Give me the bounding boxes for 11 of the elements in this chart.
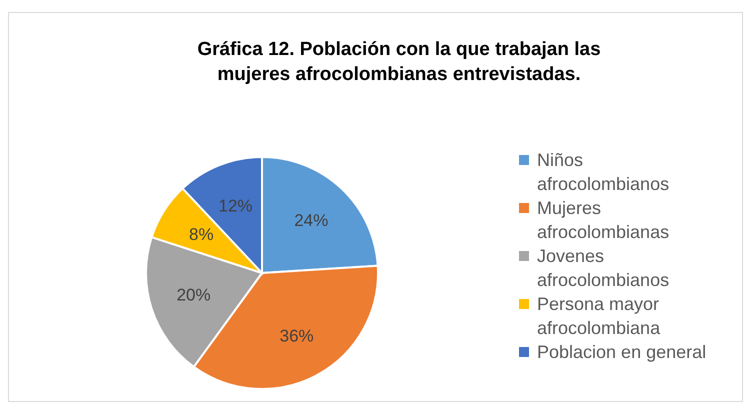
legend-label: Jovenes afrocolombianos xyxy=(537,245,670,292)
legend-label: Mujeres afrocolombianas xyxy=(537,197,670,244)
legend-label: Niños afrocolombianos xyxy=(537,149,670,196)
chart-title: Gráfica 12. Población con la que trabajan las mujeres afrocolombianas entrevistadas. xyxy=(196,38,602,87)
data-label: 24% xyxy=(294,211,328,230)
data-label: 8% xyxy=(188,224,214,244)
data-label: 12% xyxy=(218,196,253,216)
legend-label: Persona mayor afrocolombiana xyxy=(537,293,662,340)
data-label: 36% xyxy=(280,326,314,346)
data-label: 20% xyxy=(176,286,211,305)
legend-label: Poblacion en general xyxy=(537,341,708,364)
